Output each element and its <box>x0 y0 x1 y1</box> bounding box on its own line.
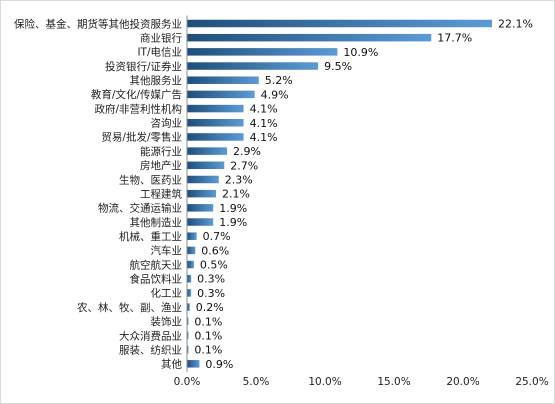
bar-15 <box>187 218 214 226</box>
bar-09 <box>187 133 244 141</box>
bar-20 <box>187 289 192 297</box>
category-label-03: IT/电信业 <box>137 46 182 59</box>
category-label-17: 汽车业 <box>151 244 183 257</box>
bar-21 <box>187 303 190 311</box>
bar-01 <box>187 19 492 28</box>
category-label-25: 其他 <box>161 358 182 371</box>
category-label-20: 化工业 <box>151 287 183 300</box>
category-label-22: 装饰业 <box>151 315 183 328</box>
bar-19 <box>187 274 192 283</box>
bar-11 <box>187 161 225 170</box>
bar-06 <box>187 90 255 99</box>
category-label-08: 咨询业 <box>151 117 183 130</box>
bar-04 <box>187 62 319 70</box>
value-label-10: 2.9% <box>233 145 261 158</box>
bar-16 <box>187 232 197 240</box>
bar-02 <box>187 33 432 42</box>
value-label-02: 17.7% <box>437 32 472 45</box>
category-label-05: 其他服务业 <box>130 74 183 87</box>
bar-18 <box>187 260 194 269</box>
value-label-06: 4.9% <box>261 88 289 101</box>
value-label-20: 0.3% <box>197 287 225 300</box>
bar-24 <box>187 345 189 354</box>
category-label-21: 农、林、牧、副、渔业 <box>77 301 182 314</box>
value-label-21: 0.2% <box>196 301 224 314</box>
bar-25 <box>187 360 200 368</box>
value-label-04: 9.5% <box>324 60 352 73</box>
value-label-14: 1.9% <box>219 202 247 215</box>
category-label-19: 食品饮料业 <box>130 273 183 286</box>
value-label-07: 4.1% <box>250 103 278 116</box>
category-label-02: 商业银行 <box>140 31 182 44</box>
bars-layer: 保险、基金、期货等其他投资服务业 22.1% 商业银行 17.7% IT/电信业 10.9… <box>14 17 533 371</box>
category-label-04: 投资银行/证券业 <box>105 60 182 73</box>
value-label-05: 5.2% <box>265 74 293 87</box>
x-tick-label-5: 25.0% <box>515 376 548 388</box>
category-label-13: 工程建筑 <box>140 187 182 200</box>
bar-17 <box>187 246 196 255</box>
value-label-19: 0.3% <box>197 273 225 286</box>
category-label-07: 政府/非营利性机构 <box>94 102 182 115</box>
value-label-03: 10.9% <box>343 46 378 59</box>
bar-10 <box>187 147 228 155</box>
value-label-09: 4.1% <box>250 131 278 144</box>
bar-22 <box>187 317 189 326</box>
bar-12 <box>187 175 219 184</box>
bar-23 <box>187 331 189 340</box>
category-label-12: 生物、医药业 <box>119 173 182 186</box>
category-label-09: 贸易/批发/零售业 <box>101 131 182 144</box>
value-label-22: 0.1% <box>194 315 222 328</box>
bar-14 <box>187 204 214 212</box>
category-label-14: 物流、交通运输业 <box>98 202 182 215</box>
axis-layer: 0.0% 5.0% 10.0% 15.0% 20.0% 25.0% <box>174 15 549 388</box>
value-label-17: 0.6% <box>201 244 229 257</box>
category-label-18: 航空航天业 <box>130 258 183 271</box>
bar-07 <box>187 104 244 113</box>
value-label-23: 0.1% <box>194 329 222 342</box>
category-label-01: 保险、基金、期货等其他投资服务业 <box>14 17 182 30</box>
category-label-06: 教育/文化/传媒广告 <box>91 88 182 101</box>
category-label-10: 能源行业 <box>140 145 182 158</box>
value-label-18: 0.5% <box>200 259 228 272</box>
value-label-16: 0.7% <box>203 230 231 243</box>
bar-05 <box>187 76 259 84</box>
value-label-25: 0.9% <box>205 358 233 371</box>
x-tick-label-0: 0.0% <box>174 376 201 388</box>
bar-13 <box>187 189 216 198</box>
value-label-12: 2.3% <box>225 173 253 186</box>
bar-08 <box>187 119 244 127</box>
category-label-24: 服装、纺织业 <box>119 343 182 356</box>
value-label-15: 1.9% <box>219 216 247 229</box>
category-label-16: 机械、重工业 <box>119 230 182 243</box>
x-tick-label-1: 5.0% <box>243 376 270 388</box>
value-label-11: 2.7% <box>230 159 258 172</box>
value-label-24: 0.1% <box>194 344 222 357</box>
category-label-23: 大众消费品业 <box>119 329 182 342</box>
value-label-01: 22.1% <box>498 18 533 31</box>
bar-03 <box>187 48 338 56</box>
category-label-15: 其他制造业 <box>130 216 183 229</box>
x-tick-label-4: 20.0% <box>446 376 479 388</box>
x-tick-label-2: 10.0% <box>308 376 341 388</box>
category-label-11: 房地产业 <box>140 159 182 172</box>
value-label-08: 4.1% <box>250 117 278 130</box>
value-label-13: 2.1% <box>222 188 250 201</box>
x-tick-label-3: 15.0% <box>377 376 410 388</box>
